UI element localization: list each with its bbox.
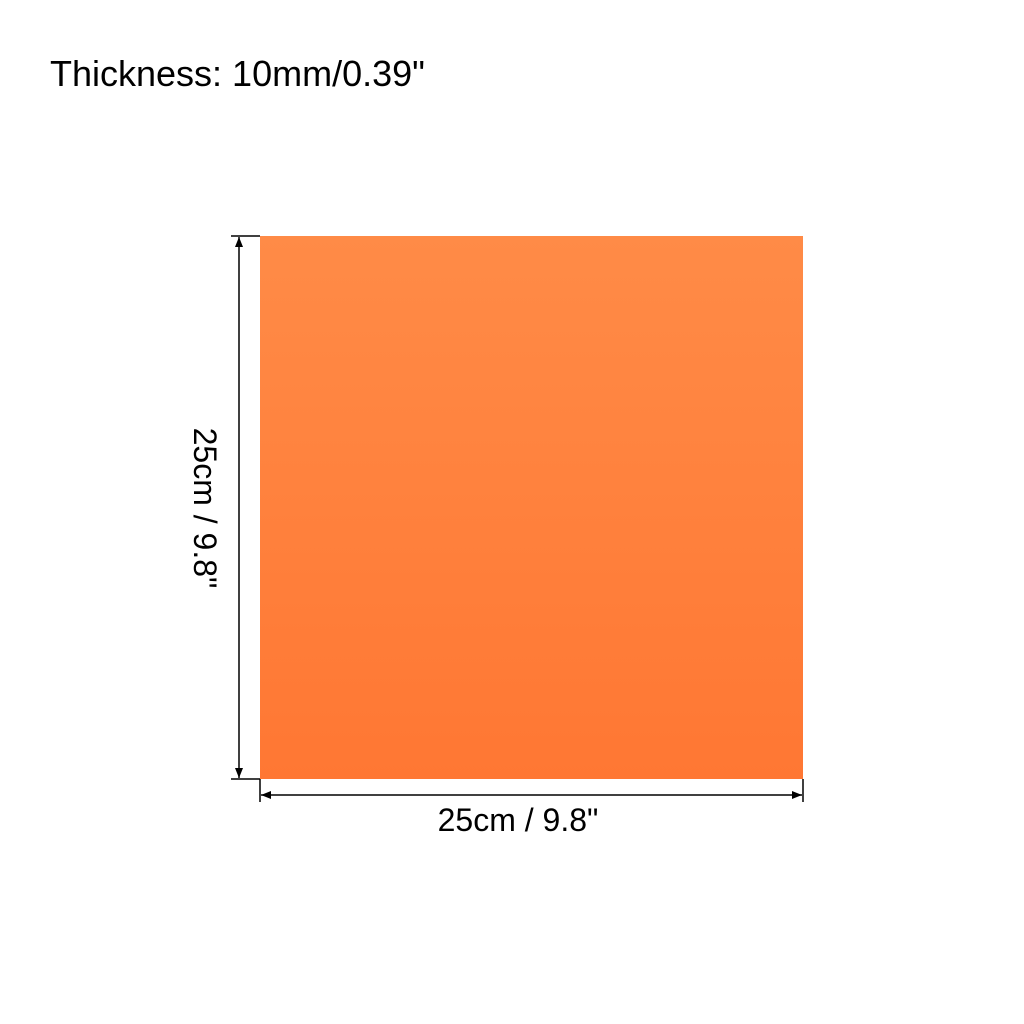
foam-sheet — [260, 236, 803, 779]
height-label: 25cm / 9.8" — [187, 428, 223, 589]
thickness-title: Thickness: 10mm/0.39" — [50, 53, 425, 94]
width-label: 25cm / 9.8" — [438, 802, 599, 838]
